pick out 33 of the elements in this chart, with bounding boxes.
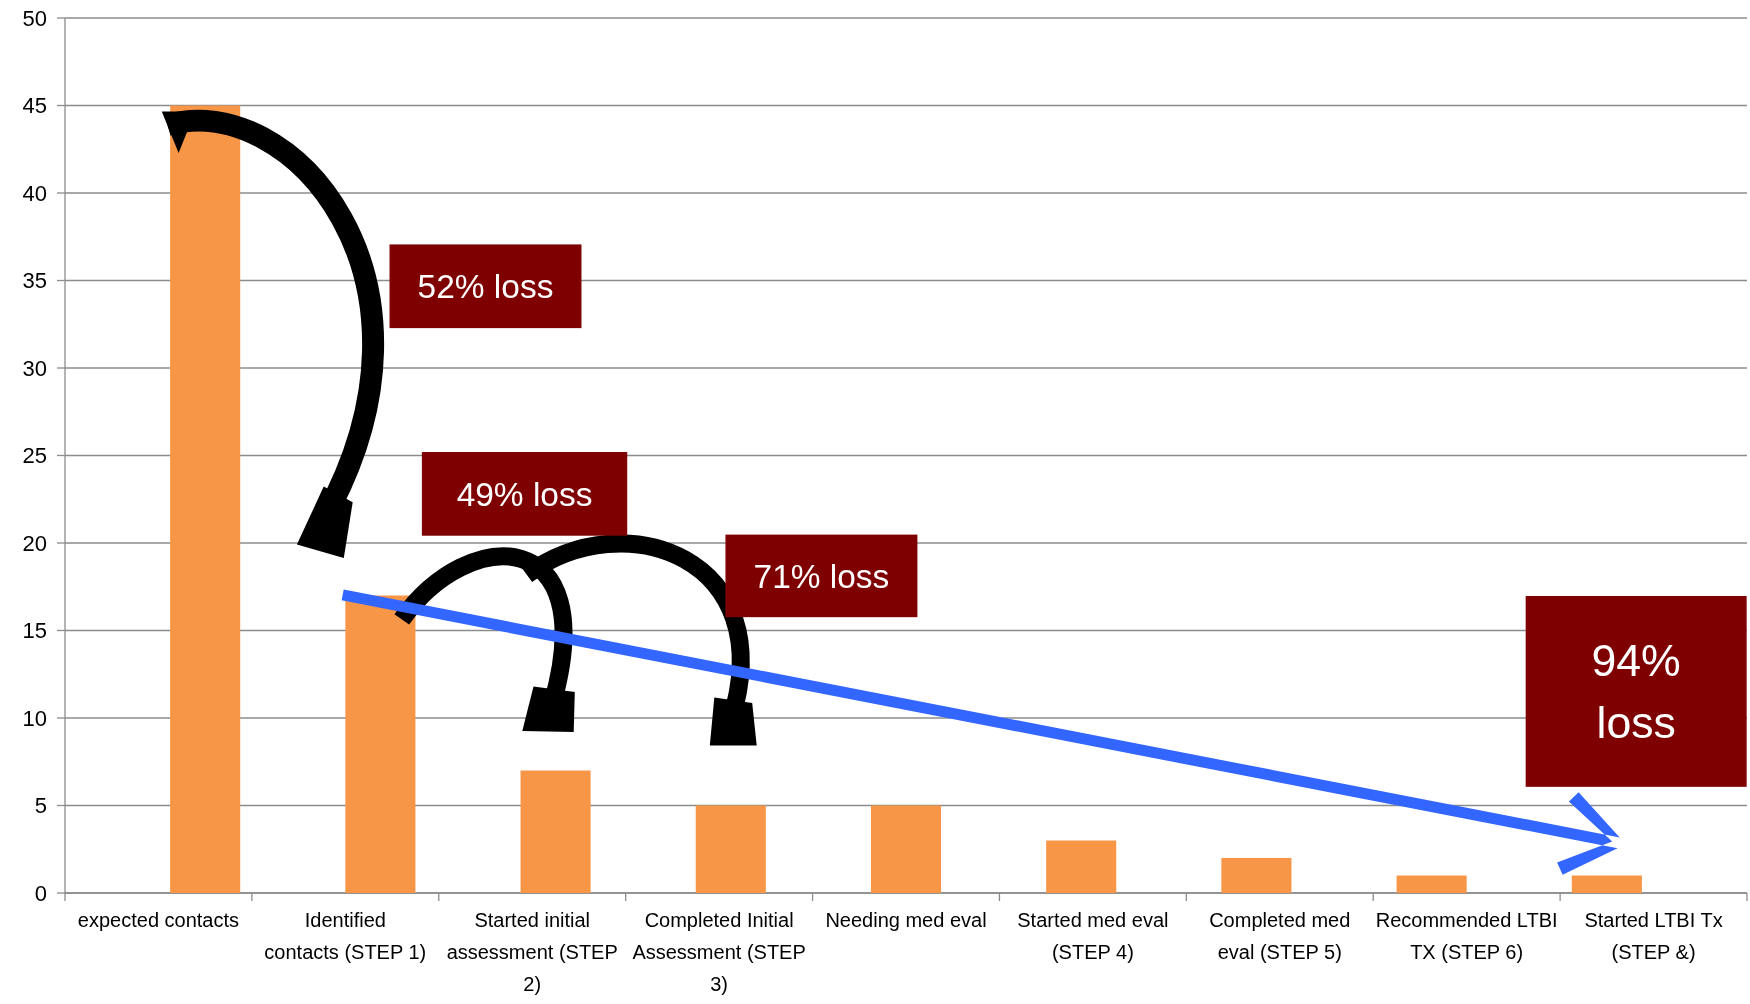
- y-tick-label: 15: [22, 618, 47, 644]
- y-tick-label: 25: [22, 443, 47, 469]
- y-tick-label: 50: [22, 5, 47, 31]
- annotation: 52% loss: [417, 267, 554, 305]
- x-tick-label: Started med eval (STEP 4): [1017, 909, 1169, 963]
- x-tick-label: Completed Initial Assessment (STEP 3): [632, 909, 806, 995]
- bar: [1571, 875, 1642, 893]
- annotation: 49% loss: [456, 475, 593, 513]
- x-tick-label: Needing med eval: [825, 909, 987, 931]
- bar: [1046, 840, 1117, 893]
- y-tick-label: 30: [22, 355, 47, 381]
- bar: [170, 105, 241, 893]
- bar: [1221, 858, 1292, 893]
- x-tick-label: Completed med eval (STEP 5): [1209, 909, 1351, 963]
- y-tick-label: 40: [22, 180, 47, 206]
- bar: [695, 805, 766, 893]
- x-tick-label: Identified contacts (STEP 1): [264, 909, 427, 963]
- bar: [1396, 875, 1467, 893]
- y-tick-label: 0: [34, 880, 47, 906]
- y-tick-label: 20: [22, 530, 47, 556]
- y-tick-label: 45: [22, 93, 47, 119]
- y-tick-label: 5: [34, 793, 47, 819]
- x-tick-label: Started LTBI Tx (STEP &): [1584, 909, 1723, 963]
- annotation: 71% loss: [753, 557, 890, 595]
- y-tick-label: 10: [22, 705, 47, 731]
- y-tick-label: 35: [22, 268, 47, 294]
- bar: [520, 770, 591, 893]
- x-tick-label: expected contacts: [77, 909, 240, 931]
- annotation: 94% loss: [1591, 635, 1681, 748]
- bar: [345, 595, 416, 893]
- bar: [870, 805, 942, 893]
- x-tick-label: Recommended LTBI TX (STEP 6): [1375, 909, 1558, 963]
- x-tick-label: Started initial assessment (STEP 2): [446, 909, 618, 995]
